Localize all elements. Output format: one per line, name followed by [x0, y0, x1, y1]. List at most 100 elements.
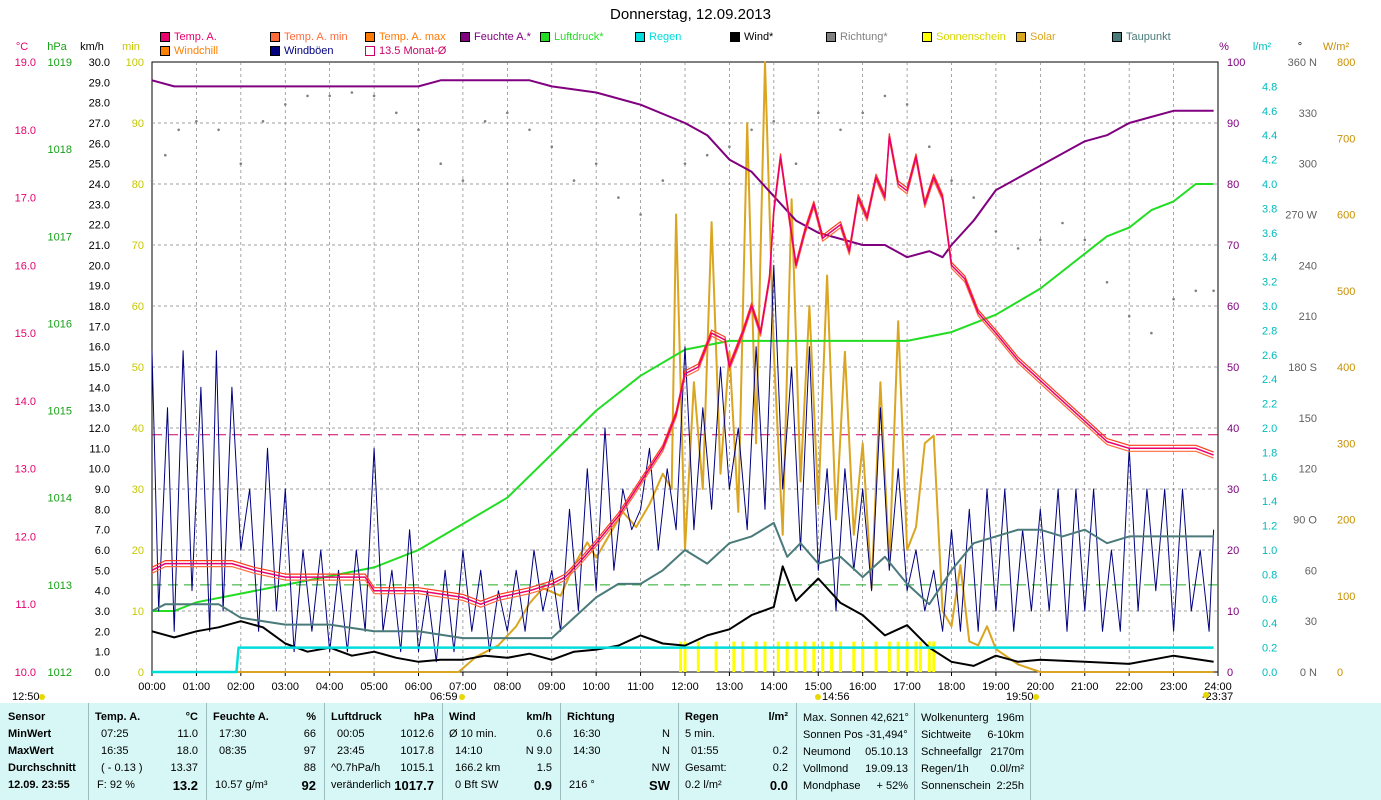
x-tick-label: 06:00 [405, 681, 433, 693]
press-max-value: 1017.8 [400, 745, 434, 757]
chart-title: Donnerstag, 12.09.2013 [610, 6, 771, 23]
direction-point [195, 120, 198, 123]
time-marker-noon: 14:56 [822, 691, 850, 703]
temp-min-value: 11.0 [177, 728, 198, 740]
sunshine-bar [887, 641, 891, 672]
direction-point [1016, 247, 1020, 250]
solar-axis-tick: 800 [1337, 57, 1355, 69]
direction-point [550, 145, 554, 148]
solar-axis-tick: 300 [1337, 438, 1355, 450]
stats-panel: Sensor MinWert MaxWert Durchschnitt 12.0… [0, 703, 1381, 800]
x-tick-label: 20:00 [1027, 681, 1055, 693]
rain-axis-tick: 1.4 [1262, 496, 1277, 508]
legend-label: 13.5 Monat-Ø [379, 45, 447, 57]
direction-axis-tick: 120 [1299, 464, 1317, 476]
wind-axis-tick: 24.0 [89, 179, 110, 191]
temp-axis-tick: 18.0 [15, 125, 36, 137]
direction-point [528, 128, 531, 132]
legend-item: Solar [1016, 31, 1056, 43]
sunshine-bar [785, 641, 789, 672]
misc-snowline-label: Schneefallgr [921, 746, 983, 758]
pressure-axis-tick: 1016 [48, 318, 72, 330]
stats-row-label: MaxWert [8, 745, 54, 757]
sunshine-axis-tick: 40 [132, 423, 144, 435]
legend-swatch [730, 32, 740, 42]
stats-col-temp: Temp. A. °C 07:25 11.0 16:35 18.0 ( - 0.… [88, 703, 206, 800]
temp-axis-tick: 16.0 [15, 260, 36, 272]
astro-sun-pos: Sonnen Pos -31,494° [803, 729, 908, 741]
legend-swatch [160, 46, 170, 56]
hum-min-value: 66 [303, 728, 316, 740]
stats-row-label: Durchschnitt [8, 762, 76, 774]
rain-axis-tick: 0.2 [1262, 643, 1277, 655]
direction-point [506, 111, 509, 115]
rain-axis-tick: 0.0 [1262, 667, 1277, 679]
time-marker-sunrise: 06:59 [430, 691, 458, 703]
x-tick-label: 04:00 [316, 681, 344, 693]
x-tick-label: 12:00 [671, 681, 699, 693]
wind-max-time: 14:10 [455, 745, 483, 757]
sunshine-bar [932, 641, 936, 672]
direction-point [861, 111, 864, 115]
axis-unit-head: °C [16, 41, 28, 53]
legend-item: Regen [635, 31, 681, 43]
x-tick-label: 11:00 [627, 681, 654, 693]
sunshine-bar [732, 641, 736, 672]
sunshine-bar [914, 641, 918, 672]
humidity-axis-tick: 100 [1227, 57, 1245, 69]
wind-axis-tick: 10.0 [89, 464, 110, 476]
misc-visibility-label: Sichtweite [921, 729, 972, 741]
legend-swatch [922, 32, 932, 42]
sunshine-bar [830, 641, 834, 672]
dir-r1-value: N [662, 728, 670, 740]
legend-label: Luftdruck* [554, 31, 604, 43]
dir-avg: NW [651, 762, 670, 774]
humidity-axis-tick: 40 [1227, 423, 1239, 435]
direction-point [683, 162, 687, 165]
solar-axis-tick: 200 [1337, 515, 1355, 527]
direction-point [483, 120, 487, 123]
sun-marker-icon [459, 694, 465, 700]
solar-axis-tick: 0 [1337, 667, 1343, 679]
legend-swatch [270, 32, 280, 42]
sunshine-bar [838, 641, 842, 672]
humidity-axis-tick: 10 [1227, 606, 1239, 618]
temp-max-value: 18.0 [176, 745, 198, 757]
rain-total-value: 0.2 [772, 762, 788, 774]
astro-fullmoon-date: 19.09.13 [865, 763, 908, 775]
legend-swatch [635, 32, 645, 42]
temp-axis-tick: 17.0 [15, 193, 36, 205]
solar-axis-tick: 100 [1337, 591, 1355, 603]
dir-degrees: 216 ° [569, 779, 595, 791]
temp-current: 13.2 [172, 778, 198, 793]
temp-min-time: 07:25 [101, 728, 129, 740]
x-tick-label: 13:00 [716, 681, 744, 693]
direction-point [417, 128, 420, 132]
sunshine-axis-tick: 70 [132, 240, 144, 252]
legend-item: Wind* [730, 31, 773, 43]
x-tick-label: 07:00 [449, 681, 477, 693]
sunshine-bar [683, 641, 687, 672]
stats-col-direction: Richtung 16:30 N 14:30 N NW 216 ° SW [560, 703, 678, 800]
humidity-axis-tick: 30 [1227, 484, 1239, 496]
stats-col-misc: Wolkenunterg 196m Sichtweite 6-10km Schn… [914, 703, 1030, 800]
legend-item: Taupunkt [1112, 31, 1171, 43]
direction-axis-tick: 240 [1299, 260, 1317, 272]
rain-axis-tick: 4.8 [1262, 81, 1277, 93]
rain-axis-tick: 0.4 [1262, 618, 1277, 630]
wind-axis-tick: 28.0 [89, 98, 110, 110]
legend-swatch [365, 32, 375, 42]
wind-axis-tick: 25.0 [89, 159, 110, 171]
wind-axis-tick: 11.0 [89, 443, 110, 455]
wind-head: Wind [449, 711, 476, 723]
press-max-time: 23:45 [337, 745, 365, 757]
direction-point [1212, 289, 1215, 293]
temp-axis-tick: 19.0 [15, 57, 36, 69]
wind-axis-tick: 4.0 [95, 586, 110, 598]
direction-point [572, 179, 576, 182]
direction-point [972, 196, 975, 199]
rain-axis-tick: 3.4 [1262, 252, 1277, 264]
rain-axis-tick: 1.2 [1262, 521, 1277, 533]
wind-axis-tick: 29.0 [89, 77, 110, 89]
astro-newmoon-label: Neumond [803, 746, 851, 758]
